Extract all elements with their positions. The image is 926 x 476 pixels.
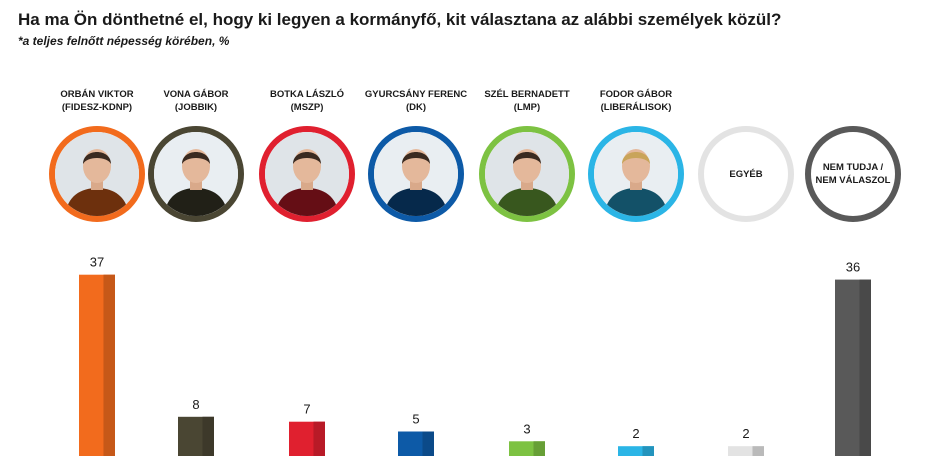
bar: 8 <box>178 397 214 456</box>
candidate-party: (DK) <box>405 102 427 113</box>
category-label-line: NEM TUDJA / <box>822 162 884 173</box>
category-label-line: NEM VÁLASZOL <box>815 175 891 186</box>
bar-shade <box>642 446 654 456</box>
candidate-party: (MSZP) <box>290 102 324 113</box>
bar-rect <box>618 446 654 456</box>
candidate-name: GYURCSÁNY FERENC <box>364 89 468 100</box>
bar-value-label: 37 <box>90 255 104 270</box>
bar: 36 <box>835 260 871 456</box>
candidate-portrait <box>148 126 244 222</box>
candidate-portrait <box>588 126 684 222</box>
bar: 5 <box>398 412 434 456</box>
bar: 2 <box>618 426 654 456</box>
category-label: EGYÉB <box>704 132 788 216</box>
bar-shade <box>313 421 325 456</box>
bar-shade <box>533 441 545 456</box>
portrait-silhouette-icon <box>374 132 458 216</box>
category-label: NEM TUDJA / NEM VÁLASZOL <box>811 132 895 216</box>
bar-value-label: 3 <box>523 421 530 436</box>
candidate-party: (JOBBIK) <box>174 102 218 113</box>
bar-value-label: 2 <box>632 426 639 441</box>
bar: 3 <box>509 421 545 456</box>
candidate-name: BOTKA LÁSZLÓ <box>269 89 345 100</box>
bar-value-label: 5 <box>412 412 419 427</box>
candidate-name: SZÉL BERNADETT <box>484 89 570 100</box>
bar-shade <box>422 431 434 456</box>
candidate-portrait <box>259 126 355 222</box>
bar: 37 <box>79 255 115 456</box>
chart-subtitle: *a teljes felnőtt népesség körében, % <box>18 34 230 48</box>
portrait-silhouette-icon <box>485 132 569 216</box>
candidate-name: FODOR GÁBOR <box>599 89 673 100</box>
bar-value-label: 36 <box>846 260 860 275</box>
bar-value-label: 7 <box>303 402 310 417</box>
bar-value-label: 2 <box>742 426 749 441</box>
bar-rect <box>728 446 764 456</box>
bar-shade <box>752 446 764 456</box>
bar-shade <box>859 279 871 456</box>
bar: 2 <box>728 426 764 456</box>
candidate-label: GYURCSÁNY FERENC (DK) <box>361 88 471 114</box>
category-circle: EGYÉB <box>698 126 794 222</box>
candidate-portrait <box>479 126 575 222</box>
candidate-portrait <box>49 126 145 222</box>
candidate-label: ORBÁN VIKTOR (FIDESZ-KDNP) <box>42 88 152 114</box>
candidate-party: (LIBERÁLISOK) <box>600 102 672 113</box>
candidate-label: BOTKA LÁSZLÓ (MSZP) <box>252 88 362 114</box>
candidate-name: VONA GÁBOR <box>163 89 229 100</box>
candidate-party: (LMP) <box>513 102 541 113</box>
candidate-party: (FIDESZ-KDNP) <box>61 102 133 113</box>
category-label-line: EGYÉB <box>729 168 763 180</box>
bar: 7 <box>289 402 325 456</box>
bar-value-label: 8 <box>192 397 199 412</box>
portrait-silhouette-icon <box>154 132 238 216</box>
chart-title: Ha ma Ön dönthetné el, hogy ki legyen a … <box>18 10 782 29</box>
bar-chart: 37 8 7 5 3 2 2 36 <box>79 255 871 456</box>
portrait-silhouette-icon <box>265 132 349 216</box>
candidate-name: ORBÁN VIKTOR <box>60 89 134 100</box>
bar-shade <box>202 416 214 456</box>
candidate-label: SZÉL BERNADETT (LMP) <box>472 88 582 114</box>
candidate-label: FODOR GÁBOR (LIBERÁLISOK) <box>581 88 691 114</box>
portrait-silhouette-icon <box>55 132 139 216</box>
bar-shade <box>103 274 115 456</box>
candidate-label: VONA GÁBOR (JOBBIK) <box>141 88 251 114</box>
candidate-portrait <box>368 126 464 222</box>
portrait-silhouette-icon <box>594 132 678 216</box>
category-circle: NEM TUDJA / NEM VÁLASZOL <box>805 126 901 222</box>
